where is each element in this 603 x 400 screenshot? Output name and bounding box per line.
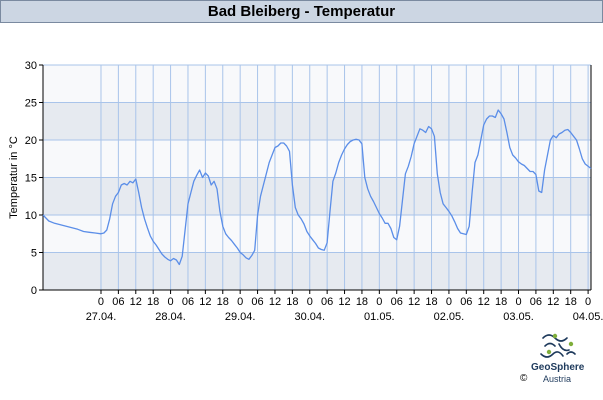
x-tick-label: 0 [376,296,382,308]
x-tick-label: 18 [495,296,507,308]
x-tick-label: 18 [217,296,229,308]
plot-band [43,102,591,140]
x-tick-label: 12 [408,296,420,308]
plot-band [43,65,591,103]
y-axis-title: Temperatur in °C [8,136,20,219]
x-tick-label: 0 [446,296,452,308]
x-tick-label: 12 [130,296,142,308]
y-tick-label: 30 [25,60,37,72]
x-tick-label: 06 [251,296,263,308]
x-tick-label: 06 [182,296,194,308]
x-tick-label: 18 [565,296,577,308]
x-date-label: 30.04. [294,311,325,323]
plot-band [43,177,591,215]
x-date-label: 02.05. [434,311,465,323]
x-date-label: 28.04. [155,311,186,323]
x-tick-label: 0 [585,296,591,308]
x-tick-label: 06 [112,296,124,308]
x-date-label: 03.05. [503,311,534,323]
x-tick-label: 06 [530,296,542,308]
plot-band [43,252,591,290]
x-tick-label: 12 [199,296,211,308]
y-tick-label: 5 [31,248,37,260]
logo-name: GeoSphere [531,362,585,373]
x-tick-label: 18 [286,296,298,308]
x-date-label: 27.04. [86,311,117,323]
y-tick-label: 10 [25,210,37,222]
chart-title: Bad Bleiberg - Temperatur [207,3,396,20]
x-tick-label: 12 [338,296,350,308]
copyright-symbol: © [520,373,528,384]
x-tick-label: 0 [237,296,243,308]
x-tick-label: 06 [460,296,472,308]
x-tick-label: 0 [515,296,521,308]
x-tick-label: 0 [307,296,313,308]
x-tick-label: 18 [356,296,368,308]
x-date-label: 29.04. [225,311,256,323]
x-tick-label: 0 [98,296,104,308]
x-tick-label: 12 [547,296,559,308]
y-tick-label: 25 [25,98,37,110]
y-tick-label: 20 [25,135,37,147]
x-tick-label: 18 [147,296,159,308]
x-tick-label: 06 [321,296,333,308]
chart-title-bar: Bad Bleiberg - Temperatur [0,0,603,23]
y-tick-label: 0 [31,285,37,297]
x-tick-label: 12 [478,296,490,308]
temperature-line [42,109,592,266]
y-tick-label: 15 [25,173,37,185]
geosphere-logo-icon [540,333,576,358]
x-tick-label: 18 [425,296,437,308]
x-tick-label: 0 [168,296,174,308]
plot-band [43,140,591,178]
x-tick-label: 06 [391,296,403,308]
x-date-label: 01.05. [364,311,395,323]
logo-subtitle: Austria [543,374,572,384]
x-date-label: 04.05. [573,311,603,323]
x-tick-label: 12 [269,296,281,308]
